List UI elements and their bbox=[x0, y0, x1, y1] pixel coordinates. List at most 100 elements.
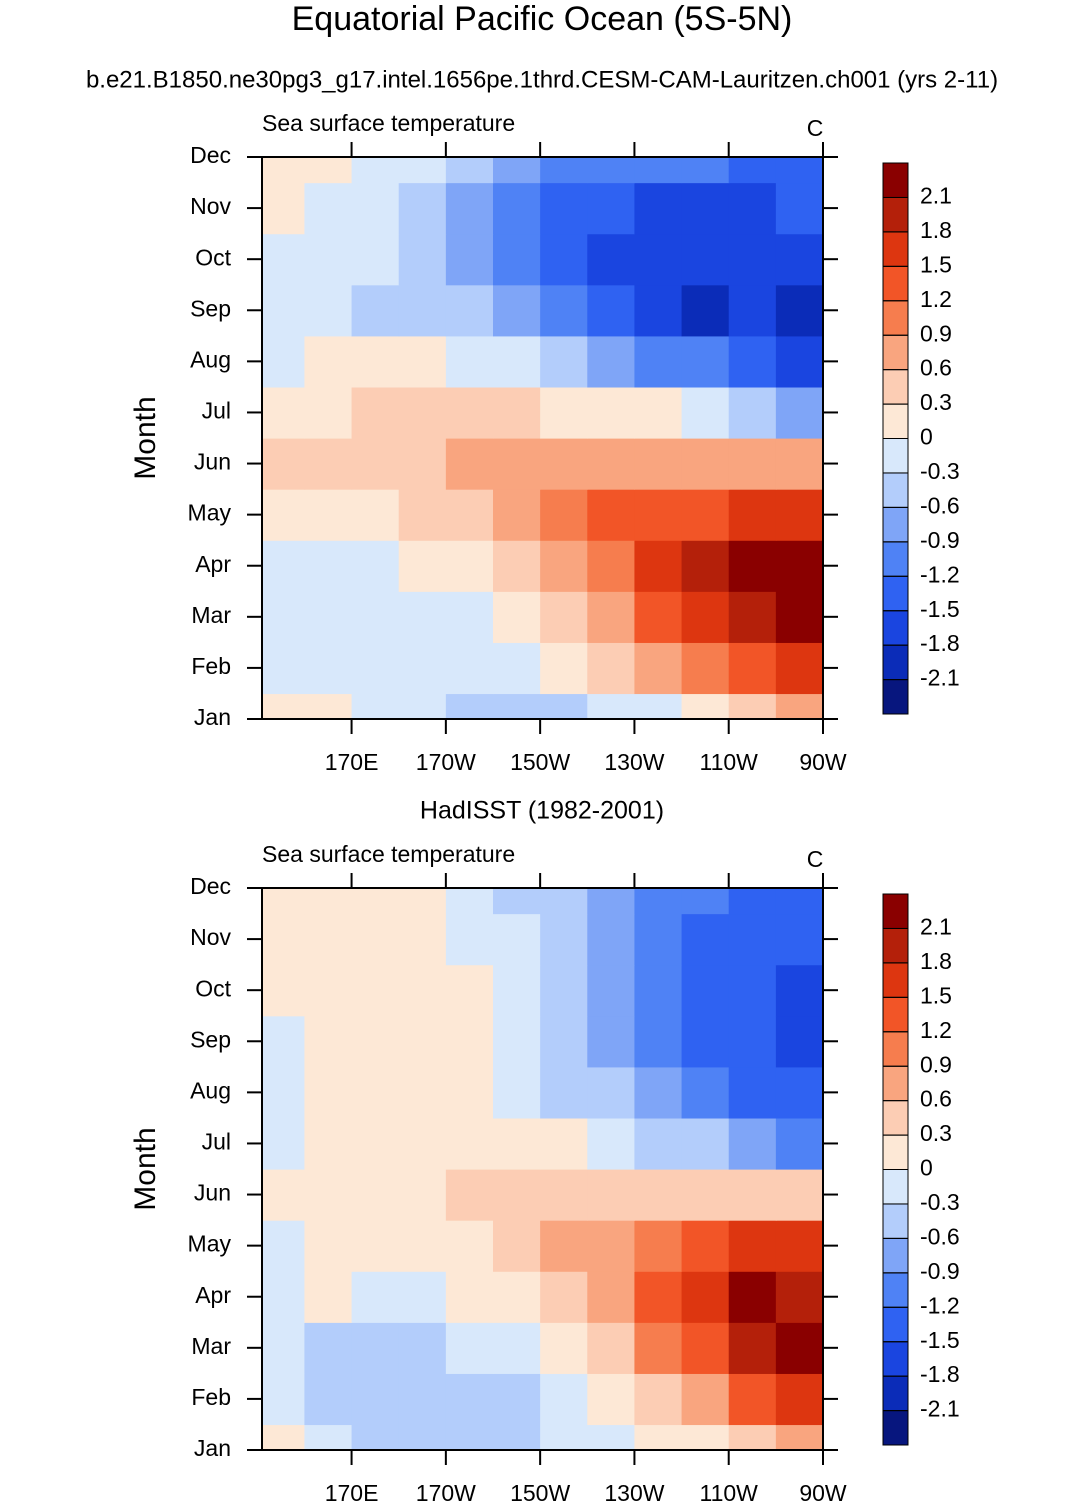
contour-cell bbox=[445, 233, 494, 286]
contour-cell bbox=[587, 913, 636, 966]
contour-cell bbox=[493, 284, 541, 337]
contour-cell bbox=[445, 888, 494, 915]
colorbar-label: 0.9 bbox=[920, 1051, 952, 1077]
contour-cell bbox=[351, 284, 400, 337]
contour-cell bbox=[304, 540, 353, 592]
contour-cell bbox=[681, 964, 730, 1017]
colorbar-box bbox=[882, 334, 909, 371]
contour-cell bbox=[634, 913, 683, 966]
colorbar-label: 0 bbox=[920, 1155, 933, 1181]
contour-cell bbox=[493, 157, 541, 184]
contour-cell bbox=[775, 642, 823, 695]
colorbar-box bbox=[882, 644, 909, 681]
colorbar-box bbox=[882, 679, 909, 715]
contour-cell bbox=[634, 1373, 683, 1426]
colorbar-label: -0.6 bbox=[920, 1223, 960, 1249]
contour-cell bbox=[540, 693, 588, 719]
contour-cell bbox=[587, 1117, 636, 1170]
colorbar-label: 2.1 bbox=[920, 914, 952, 940]
contour-cell bbox=[775, 888, 823, 915]
y-tick-label: Apr bbox=[195, 551, 231, 577]
contour-cell bbox=[493, 1322, 541, 1374]
colorbar-label: -1.5 bbox=[920, 596, 960, 622]
contour-cell bbox=[493, 233, 541, 286]
colorbar-label: -1.2 bbox=[920, 561, 960, 587]
colorbar-label: 0.6 bbox=[920, 355, 952, 381]
plot-frame bbox=[261, 887, 824, 1451]
contour-cell bbox=[587, 284, 636, 337]
contour-cell bbox=[351, 386, 400, 439]
right-label: C bbox=[807, 846, 824, 872]
contour-cell bbox=[681, 1015, 730, 1068]
contour-cell bbox=[728, 540, 777, 592]
contour-cell bbox=[493, 438, 541, 490]
contour-cell bbox=[262, 438, 306, 490]
y-tick-label: Sep bbox=[190, 1026, 231, 1052]
contour-cell bbox=[262, 591, 306, 643]
contour-cell bbox=[634, 157, 683, 184]
contour-cell bbox=[398, 1015, 447, 1068]
contour-cell bbox=[493, 1271, 541, 1323]
contour-cell bbox=[634, 642, 683, 695]
contour-cell bbox=[540, 233, 588, 286]
contour-cell bbox=[540, 888, 588, 915]
y-tick-label: Jul bbox=[202, 398, 231, 424]
contour-cell bbox=[493, 693, 541, 719]
figure-title: Equatorial Pacific Ocean (5S-5N) bbox=[292, 0, 793, 38]
contour-cell bbox=[304, 693, 353, 719]
contour-cell bbox=[304, 489, 353, 541]
contour-cell bbox=[493, 540, 541, 592]
x-tick-label: 130W bbox=[604, 1480, 664, 1506]
contour-cell bbox=[304, 888, 353, 915]
contour-cell bbox=[304, 642, 353, 695]
contour-cell bbox=[398, 642, 447, 695]
contour-cell bbox=[728, 335, 777, 388]
contour-cell bbox=[681, 1271, 730, 1323]
contour-cell bbox=[398, 913, 447, 966]
contour-cell bbox=[540, 642, 588, 695]
contour-cell bbox=[634, 386, 683, 439]
contour-cell bbox=[304, 1424, 353, 1450]
colorbar-box bbox=[882, 506, 909, 543]
contour-cell bbox=[775, 438, 823, 490]
contour-cell bbox=[304, 386, 353, 439]
contour-cell bbox=[445, 438, 494, 490]
contour-cell bbox=[262, 693, 306, 719]
colorbar-box bbox=[882, 369, 909, 405]
contour-cell bbox=[493, 335, 541, 388]
contour-cell bbox=[681, 591, 730, 643]
contour-cell bbox=[262, 1373, 306, 1426]
y-tick-label: Nov bbox=[190, 924, 231, 950]
figure-subtitle: b.e21.B1850.ne30pg3_g17.intel.1656pe.1th… bbox=[86, 66, 998, 93]
y-tick-label: Jun bbox=[194, 1180, 231, 1206]
contour-cell bbox=[351, 1373, 400, 1426]
contour-cell bbox=[728, 233, 777, 286]
contour-cell bbox=[351, 489, 400, 541]
contour-cell bbox=[775, 1015, 823, 1068]
contour-cell bbox=[445, 386, 494, 439]
contour-cell bbox=[540, 1271, 588, 1323]
contour-cell bbox=[351, 1066, 400, 1119]
contour-cell bbox=[681, 335, 730, 388]
contour-cell bbox=[398, 489, 447, 541]
y-tick-label: Oct bbox=[195, 244, 231, 270]
x-tick-label: 170W bbox=[416, 1480, 476, 1506]
colorbar-box bbox=[882, 1237, 909, 1274]
colorbar-label: 1.8 bbox=[920, 948, 952, 974]
contour-cell bbox=[587, 182, 636, 235]
contour-cell bbox=[262, 913, 306, 966]
contour-cell bbox=[304, 1322, 353, 1374]
contour-cell bbox=[775, 157, 823, 184]
contour-cell bbox=[775, 335, 823, 388]
contour-cell bbox=[775, 913, 823, 966]
contour-cell bbox=[262, 540, 306, 592]
contour-cell bbox=[728, 1271, 777, 1323]
contour-cell bbox=[775, 964, 823, 1017]
contour-cell bbox=[587, 157, 636, 184]
x-tick-label: 110W bbox=[700, 1480, 759, 1506]
contour-cell bbox=[634, 438, 683, 490]
contour-cell bbox=[540, 964, 588, 1017]
colorbar-box bbox=[882, 1203, 909, 1239]
contour-cell bbox=[493, 386, 541, 439]
x-tick-label: 150W bbox=[510, 1480, 570, 1506]
